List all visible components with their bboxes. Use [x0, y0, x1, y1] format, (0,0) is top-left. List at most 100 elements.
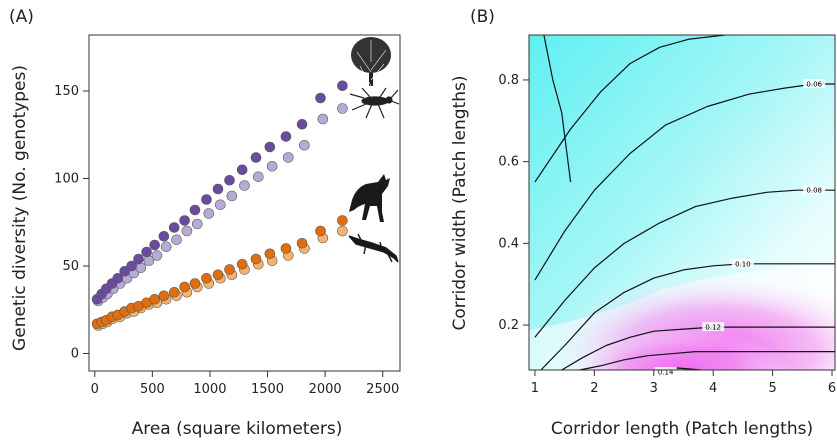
panel-a-point	[224, 174, 235, 186]
panel-a-point	[179, 215, 190, 226]
panel-b-contour-line	[540, 263, 835, 370]
panel-a-point	[158, 290, 170, 302]
panel-b-contour-label: 0.14	[658, 369, 674, 377]
panel-b-contour-labels: 0.06 0.08 0.10 0.12 0.14	[654, 79, 826, 377]
panel-b-contour-line	[534, 83, 835, 281]
panel-a-point	[337, 80, 348, 92]
panel-b-contour-label-bg	[803, 79, 826, 89]
panel-b-label: (B)	[470, 7, 495, 27]
panel-a-series-0	[91, 80, 348, 305]
panel-b-plot-frame	[528, 34, 836, 371]
panel-b-contour-label-bg	[702, 322, 725, 332]
panel-a-point	[315, 225, 326, 237]
panel-a-point	[236, 258, 248, 270]
panel-a-x-tick-label: 1000	[193, 382, 226, 397]
panel-a-point	[250, 253, 262, 265]
panel-a-point	[250, 152, 262, 163]
panel-b-y-tick-label: 0.2	[498, 318, 519, 333]
panel-a-label: (A)	[9, 7, 34, 27]
panel-b-heatmap	[529, 35, 835, 370]
panel-a-point	[317, 113, 329, 125]
panel-a-point	[299, 139, 310, 151]
panel-a-point	[203, 208, 215, 219]
panel-a-x-tick-label: 1500	[251, 382, 284, 397]
panel-b-contour-label: 0.06	[806, 81, 822, 89]
panel-a-point	[280, 243, 292, 254]
panel-a-point	[149, 293, 160, 305]
panel-a-series-2	[91, 215, 348, 330]
panel-a-point	[337, 103, 348, 114]
panel-a-point	[239, 180, 250, 191]
panel-a-y-axis-title: Genetic diversity (No. genotypes)	[10, 65, 30, 351]
insect-silhouette-icon	[349, 87, 400, 119]
panel-b-x-axis-title: Corridor length (Patch lengths)	[551, 419, 813, 439]
panel-b-x-tick-label: 1	[531, 381, 539, 396]
panel-a-plot-frame	[88, 34, 401, 372]
panel-a-point	[158, 230, 170, 242]
panel-a-x-axis-title: Area (square kilometers)	[132, 419, 343, 439]
panel-b-x-tick-label: 6	[828, 381, 836, 396]
panel-a-point	[201, 194, 212, 205]
fox-silhouette-icon	[349, 174, 390, 222]
panel-b-contour-label-bg	[803, 185, 826, 195]
panel-a-point	[179, 281, 190, 293]
panel-a-point	[224, 264, 235, 275]
panel-a-point	[337, 225, 348, 237]
panel-a-point	[280, 131, 292, 142]
panel-a-point	[181, 225, 193, 237]
panel-a-point	[282, 152, 294, 163]
panel-a-x-axis: 0 500 1000 1500 2000 2500	[91, 371, 399, 397]
panel-b-y-axis: 0.2 0.4 0.6 0.8	[498, 73, 529, 333]
panel-a-point	[133, 253, 144, 265]
panel-a-point	[226, 190, 238, 202]
panel-a-y-axis: 0 50 100 150	[54, 84, 89, 362]
panel-a-point	[168, 286, 180, 298]
panel-b-contour-line	[561, 326, 835, 370]
panel-b-x-tick-label: 3	[650, 381, 658, 396]
panel-a-point	[337, 215, 348, 226]
panel-a-point	[191, 218, 203, 230]
panel-a-point	[212, 269, 224, 281]
panel-a-point	[296, 237, 308, 249]
panel-b-contour-label-bg	[731, 258, 754, 268]
panel-b-y-axis-title: Corridor width (Patch lengths)	[450, 76, 470, 331]
panel-a-point	[296, 118, 308, 130]
panel-a-y-tick-label: 50	[62, 259, 79, 274]
panel-a-point	[264, 141, 276, 153]
panel-a-point	[149, 239, 160, 251]
panel-b-contour-label: 0.10	[735, 260, 751, 268]
panel-a-y-tick-label: 0	[71, 347, 79, 362]
panel-a-x-tick-label: 0	[91, 382, 99, 397]
panel-a-point	[171, 234, 182, 246]
panel-b-x-tick-label: 4	[709, 381, 717, 396]
panel-b-contour-line	[579, 351, 835, 370]
panel-a-point	[315, 92, 326, 104]
lizard-silhouette-icon	[348, 233, 399, 263]
panel-b-x-tick-label: 2	[590, 381, 598, 396]
panel-b-contour-label-bg	[654, 367, 677, 377]
panel-a-point	[201, 272, 212, 284]
panel-a-point	[112, 272, 124, 284]
panel-b-y-tick-label: 0.6	[498, 155, 519, 170]
panel-a-point	[141, 246, 152, 258]
panel-b-contour-label: 0.12	[705, 324, 721, 332]
panel-a-point	[236, 164, 248, 176]
panel-b-contour-line	[543, 35, 572, 183]
panel-a-x-tick-label: 2000	[309, 382, 342, 397]
panel-a-point	[215, 199, 226, 211]
panel-a-point	[189, 204, 201, 216]
panel-b-x-tick-label: 5	[768, 381, 776, 396]
panel-a-x-tick-label: 2500	[366, 382, 399, 397]
panel-b-y-tick-label: 0.8	[498, 73, 519, 88]
panel-a-point	[253, 171, 264, 183]
panel-a-point	[212, 183, 224, 195]
panel-a-point	[264, 248, 276, 260]
tree-silhouette-icon	[351, 37, 391, 87]
panel-a-point	[266, 160, 278, 172]
panel-b-contour-line	[534, 35, 726, 183]
panel-a-y-tick-label: 100	[54, 172, 79, 187]
panel-a-point	[151, 250, 163, 261]
panel-a-point	[189, 278, 201, 289]
